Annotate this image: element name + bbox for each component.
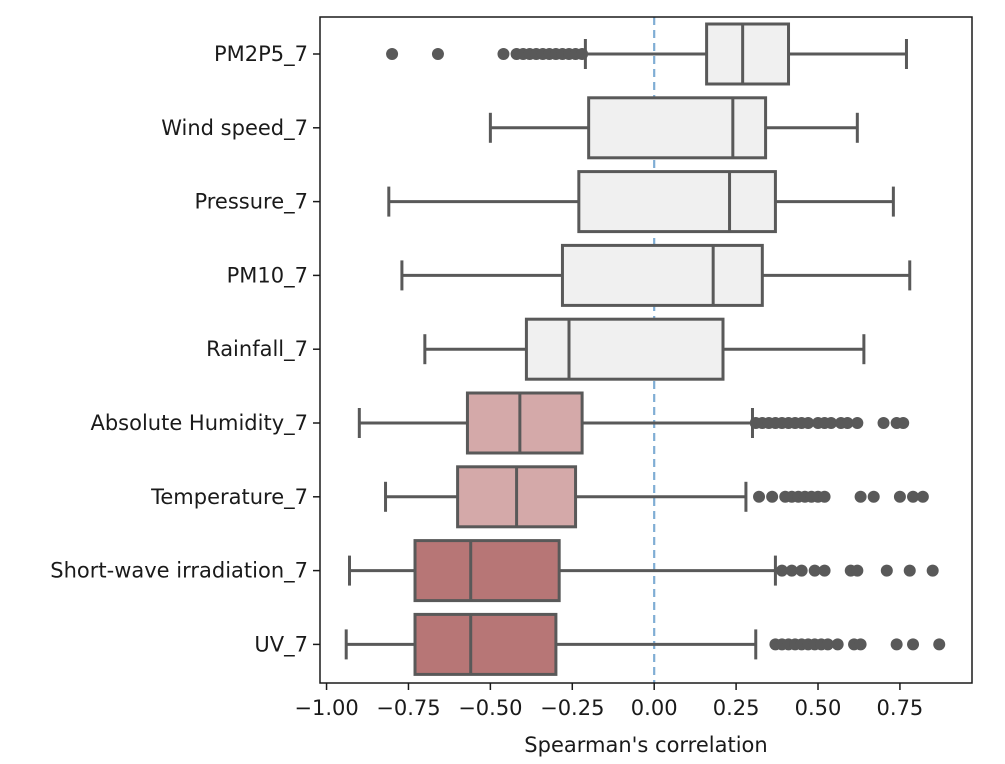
box-group <box>347 539 939 603</box>
outlier-point <box>854 638 867 651</box>
outlier-point <box>497 48 510 60</box>
box-iqr <box>524 317 725 381</box>
outlier-point <box>841 417 854 429</box>
box-iqr <box>705 22 791 86</box>
box-iqr <box>413 612 558 676</box>
x-tick-label: −0.50 <box>458 696 522 720</box>
box-group <box>344 612 946 676</box>
outlier-point <box>916 490 929 503</box>
outlier-point <box>818 490 831 503</box>
y-tick-label: Temperature_7 <box>150 485 308 510</box>
outlier-point <box>880 564 893 577</box>
outlier-point <box>854 490 867 503</box>
outlier-point <box>795 564 808 577</box>
box-iqr <box>560 243 764 307</box>
outlier-point <box>785 564 798 577</box>
x-axis-label: Spearman's correlation <box>524 733 767 757</box>
outlier-point <box>821 638 834 651</box>
outlier-point <box>867 490 880 503</box>
y-tick-label: PM10_7 <box>227 263 308 288</box>
outlier-point <box>893 490 906 503</box>
box-iqr <box>587 96 768 160</box>
box-group <box>387 170 895 234</box>
outlier-point <box>386 48 399 60</box>
outlier-point <box>808 564 821 577</box>
x-tick-label: −0.25 <box>540 696 604 720</box>
outlier-point <box>907 638 920 651</box>
y-tick-label: Pressure_7 <box>194 190 308 215</box>
outlier-point <box>877 417 890 429</box>
y-tick-label: UV_7 <box>254 632 308 657</box>
box-iqr <box>577 170 777 234</box>
y-tick-label: PM2P5_7 <box>214 42 308 67</box>
outlier-point <box>431 48 444 60</box>
outlier-point <box>818 564 831 577</box>
y-tick-label: Short-wave irradiation_7 <box>50 559 308 584</box>
outlier-point <box>890 638 903 651</box>
box-group <box>423 317 866 381</box>
outlier-point <box>825 417 838 429</box>
outlier-point <box>903 564 916 577</box>
y-tick-label: Wind speed_7 <box>161 116 308 141</box>
x-tick-label: 0.50 <box>795 696 842 720</box>
box-iqr <box>465 391 584 455</box>
outlier-point <box>831 638 844 651</box>
y-tick-label: Rainfall_7 <box>206 337 308 362</box>
outlier-point <box>766 490 779 503</box>
outlier-point <box>933 638 946 651</box>
outlier-point <box>753 490 766 503</box>
outlier-point <box>576 48 589 60</box>
plot-frame <box>319 16 973 684</box>
axis-layer: PM2P5_7 Wind speed_7 Pressure_7 PM10_7 Rainf… <box>50 42 923 720</box>
x-tick-label: 0.25 <box>713 696 760 720</box>
outlier-point <box>851 564 864 577</box>
plot-layer <box>344 17 946 683</box>
y-tick-label: Absolute Humidity_7 <box>90 411 308 436</box>
x-tick-label: −0.75 <box>376 696 440 720</box>
outlier-point <box>802 417 815 429</box>
box-iqr <box>413 539 561 603</box>
x-tick-label: 0.00 <box>631 696 678 720</box>
outlier-point <box>907 490 920 503</box>
box-group <box>488 96 859 160</box>
box-group <box>357 391 910 455</box>
x-tick-label: 0.75 <box>877 696 924 720</box>
outlier-point <box>851 417 864 429</box>
x-tick-label: −1.00 <box>294 696 358 720</box>
box-group <box>384 465 929 529</box>
outlier-point <box>897 417 910 429</box>
box-group <box>400 243 912 307</box>
outlier-point <box>775 564 788 577</box>
box-group <box>386 22 908 86</box>
outlier-point <box>926 564 939 577</box>
